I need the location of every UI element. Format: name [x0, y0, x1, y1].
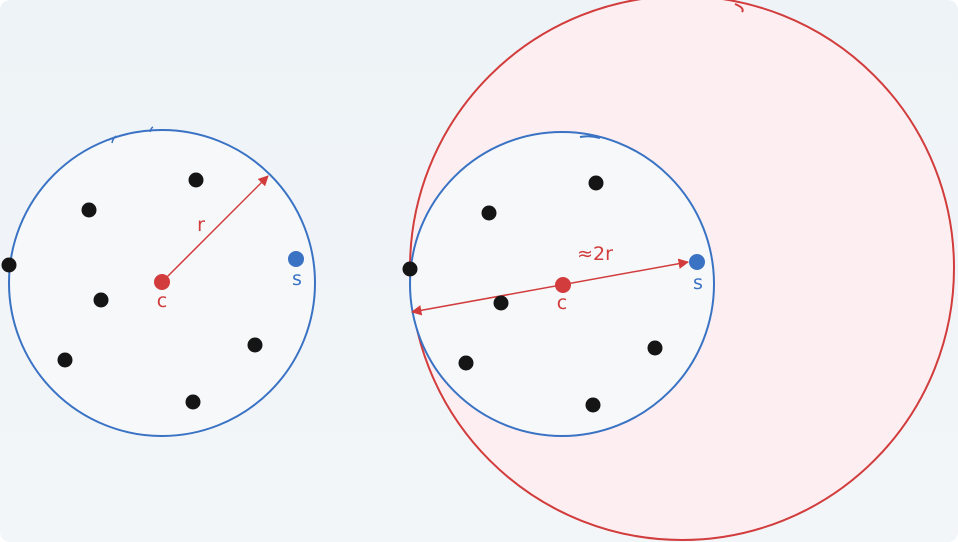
new-point-label: s [693, 272, 703, 294]
data-point [493, 295, 509, 311]
center-label: c [557, 292, 567, 314]
right-diagram: c s ≈2r [402, 0, 955, 541]
data-point [81, 202, 97, 218]
diameter-arrow [410, 258, 690, 316]
new-point-s [288, 251, 304, 267]
data-point [247, 337, 263, 353]
diameter-label: ≈2r [577, 243, 613, 265]
data-point [188, 172, 204, 188]
data-point [481, 205, 497, 221]
circle-stroke-tick [579, 135, 601, 139]
center-point [154, 274, 170, 290]
data-point [458, 355, 474, 371]
data-point [1, 257, 17, 273]
new-point-label: s [292, 268, 302, 290]
data-point [57, 352, 73, 368]
center-point [555, 277, 571, 293]
circle-stroke-tick [149, 126, 154, 133]
data-point [93, 292, 109, 308]
center-label: c [157, 290, 167, 312]
data-point [588, 175, 604, 191]
circle-stroke-tick [111, 135, 117, 144]
data-point [585, 397, 601, 413]
radius-arrow [162, 175, 269, 282]
data-point [647, 340, 663, 356]
data-point [402, 261, 418, 277]
data-point [185, 394, 201, 410]
circle-stroke-tick [734, 3, 744, 13]
left-diagram: c s r [1, 126, 316, 437]
new-point-s [689, 254, 705, 270]
radius-label: r [197, 214, 205, 236]
